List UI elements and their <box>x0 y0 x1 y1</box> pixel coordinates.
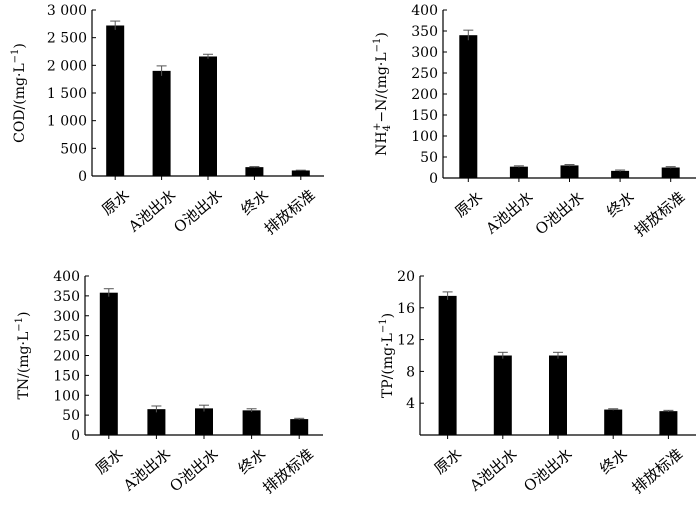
x-tick-label: 原水 <box>452 188 487 221</box>
bar <box>152 70 171 176</box>
x-tick-label: A池出水 <box>482 188 537 238</box>
y-tick-label: 0 <box>71 428 80 444</box>
y-tick-label: 300 <box>53 309 80 325</box>
y-tick-label: 400 <box>411 3 438 19</box>
bar <box>290 419 309 435</box>
bar <box>604 409 623 435</box>
y-axis-label: COD/(mg·L−1) <box>10 43 28 143</box>
y-tick-label: 200 <box>53 349 80 365</box>
y-tick-label: 200 <box>411 87 438 103</box>
y-tick-label: 1 500 <box>47 86 87 102</box>
x-tick-label: 原水 <box>98 186 133 219</box>
x-tick-label: O池出水 <box>170 186 225 237</box>
bar <box>661 167 680 178</box>
y-axis-label-part: ) <box>16 312 32 317</box>
bar <box>560 165 579 178</box>
bar <box>199 56 217 177</box>
y-tick-label: 50 <box>420 150 438 166</box>
x-tick-label: 终水 <box>235 445 270 478</box>
bar <box>549 355 567 435</box>
x-tick-label: 终水 <box>238 186 273 219</box>
y-tick-label: 250 <box>53 329 80 345</box>
x-tick-label: 原水 <box>92 445 127 478</box>
x-tick-label: 排放标准 <box>629 445 687 497</box>
x-tick-label: O池出水 <box>532 188 587 239</box>
y-tick-label: 12 <box>397 333 415 349</box>
y-tick-label: 0 <box>429 171 438 187</box>
y-axis-label-part: ) <box>380 313 396 318</box>
bar <box>509 166 528 178</box>
x-tick-label: A池出水 <box>124 186 179 236</box>
y-axis-label-part: −1 <box>14 317 25 332</box>
bar <box>195 408 213 435</box>
y-tick-label: 250 <box>411 66 438 82</box>
y-axis-label-part: −1 <box>378 318 389 333</box>
y-tick-label: 16 <box>397 301 415 317</box>
x-tick-label: 排放标准 <box>261 186 319 238</box>
y-tick-label: 100 <box>53 388 80 404</box>
y-axis-label-part: −1 <box>372 38 383 53</box>
y-tick-label: 500 <box>60 141 87 157</box>
y-axis-label: TP/(mg·L−1) <box>378 313 396 398</box>
y-axis-label-part: TP/(mg·L <box>380 333 396 398</box>
x-tick-label: A池出水 <box>465 445 520 495</box>
x-tick-label: O池出水 <box>166 445 221 496</box>
y-tick-label: 2 500 <box>47 31 87 47</box>
x-tick-label: 终水 <box>596 445 631 478</box>
y-axis-label-part: ) <box>12 43 28 48</box>
y-tick-label: 400 <box>53 269 80 285</box>
chart-panel-1: 0 500 1 000 1 500 2 000 2 500 3 000 原水A池出水O池出水终… <box>10 3 324 238</box>
y-axis-label-part: −1 <box>10 49 21 64</box>
bar <box>659 411 678 435</box>
y-tick-label: 1 000 <box>47 114 87 130</box>
bar <box>245 167 264 176</box>
y-axis-label-part: COD/(mg·L <box>12 63 28 143</box>
bar <box>459 35 478 179</box>
bar <box>493 355 512 435</box>
x-tick-label: 排放标准 <box>631 188 689 240</box>
x-tick-label: A池出水 <box>119 445 174 495</box>
y-axis-label-part: TN/(mg·L <box>16 332 32 400</box>
y-axis-label-part: 4 <box>382 125 393 131</box>
y-tick-label: 2 000 <box>47 58 87 74</box>
y-tick-label: 8 <box>406 364 415 380</box>
y-axis-label-part: NH <box>374 131 390 155</box>
x-tick-label: 排放标准 <box>259 445 317 497</box>
bar <box>291 170 310 176</box>
bar <box>438 295 457 435</box>
y-tick-label: 0 <box>78 169 87 185</box>
y-axis-label: TN/(mg·L−1) <box>14 312 32 400</box>
y-tick-label: 300 <box>411 45 438 61</box>
y-tick-label: 150 <box>411 108 438 124</box>
x-tick-label: 原水 <box>431 445 466 478</box>
bar <box>242 410 261 435</box>
bar <box>611 170 630 178</box>
bar <box>99 292 118 435</box>
y-tick-label: 4 <box>406 396 415 412</box>
y-tick-label: 350 <box>411 24 438 40</box>
y-axis-label: NH4+−N/(mg·L−1) <box>372 32 393 156</box>
bar <box>106 25 125 177</box>
y-axis-label-part: −N/(mg·L <box>374 52 390 122</box>
y-tick-label: 100 <box>411 129 438 145</box>
y-tick-label: 20 <box>397 269 415 285</box>
y-tick-label: 50 <box>62 408 80 424</box>
y-tick-label: 350 <box>53 289 80 305</box>
y-axis-label-part: + <box>372 123 383 131</box>
y-axis-label-part: ) <box>374 32 390 37</box>
x-tick-label: O池出水 <box>520 445 575 496</box>
y-tick-label: 3 000 <box>47 3 87 19</box>
bar <box>147 409 166 435</box>
y-tick-label: 150 <box>53 368 80 384</box>
x-tick-label: 终水 <box>603 188 638 221</box>
